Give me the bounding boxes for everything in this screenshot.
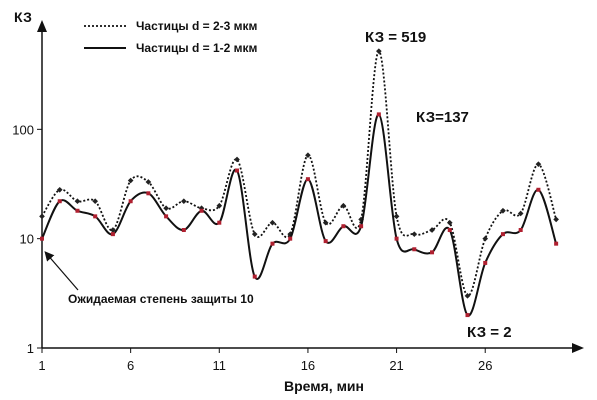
series-1-point-22	[411, 231, 418, 237]
series-line-1	[41, 50, 557, 297]
series-1-point-6	[127, 177, 134, 184]
x-tick-label-26: 26	[478, 358, 492, 373]
series-2-point-28	[518, 228, 523, 233]
series-1-point-13	[251, 231, 258, 237]
series-1-point-17	[322, 219, 329, 226]
series-2-point-2	[57, 199, 62, 204]
series-2-point-11	[217, 220, 222, 225]
x-tick-label-1: 1	[38, 358, 45, 373]
series-2-point-15	[288, 236, 293, 241]
series-2-point-13	[252, 274, 257, 279]
series-2-point-18	[341, 224, 346, 229]
series-2-point-20	[376, 112, 381, 117]
annotation-peak-137: КЗ=137	[416, 109, 469, 126]
y-tick-label-100: 100	[12, 122, 34, 137]
series-1-point-12	[234, 156, 240, 163]
series-2-point-8	[164, 214, 169, 219]
series-2-point-30	[554, 241, 559, 246]
series-1-point-18	[340, 202, 347, 209]
series-2-point-3	[75, 208, 80, 213]
series-2-point-25	[465, 313, 470, 318]
series-1-point-4	[92, 198, 99, 205]
series-2-point-22	[412, 247, 417, 252]
series-2-point-12	[235, 168, 240, 173]
series-1-point-27	[500, 207, 506, 214]
annotation-min-2: КЗ = 2	[467, 324, 512, 341]
series-1-point-26	[482, 235, 489, 242]
series-1-point-8	[163, 205, 169, 212]
series-2-point-21	[394, 236, 399, 241]
series-1-point-16	[305, 152, 311, 159]
series-layer	[39, 48, 559, 318]
series-1-point-25	[464, 293, 471, 299]
y-axis-arrow	[37, 20, 47, 32]
series-2-point-10	[199, 208, 204, 213]
series-1-point-29	[535, 161, 542, 168]
series-1-point-1	[39, 213, 45, 220]
series-2-point-24	[447, 228, 452, 233]
series-1-point-30	[553, 216, 559, 223]
series-1-point-7	[145, 179, 152, 185]
y-axis-title: КЗ	[14, 9, 32, 25]
series-2-point-5	[110, 232, 115, 237]
series-2-point-4	[93, 214, 98, 219]
x-ticks: 1 6 11 16 21 26	[38, 348, 492, 373]
legend: Частицы d = 2-3 мкм Частицы d = 1-2 мкм	[84, 19, 258, 55]
annotation-peak-519: КЗ = 519	[365, 29, 426, 46]
x-tick-label-21: 21	[389, 358, 403, 373]
series-1-point-5	[110, 227, 116, 233]
series-1-point-28	[517, 210, 524, 217]
x-axis-title: Время, мин	[284, 378, 364, 394]
series-2-point-1	[40, 236, 44, 241]
series-1-point-11	[216, 202, 223, 209]
series-1-point-23	[429, 227, 435, 233]
x-tick-label-16: 16	[301, 358, 315, 373]
series-2-point-6	[128, 199, 133, 204]
y-tick-label-10: 10	[20, 232, 34, 247]
series-2-point-19	[359, 224, 364, 229]
x-axis-arrow	[572, 343, 584, 353]
series-2-point-9	[181, 228, 186, 233]
x-tick-label-6: 6	[127, 358, 134, 373]
series-2-point-7	[146, 191, 151, 196]
series-1-point-20	[376, 48, 382, 54]
series-2-point-23	[430, 250, 435, 255]
series-2-point-17	[323, 239, 328, 244]
series-2-point-29	[536, 187, 541, 192]
series-1-point-24	[446, 219, 453, 226]
series-2-point-26	[483, 260, 488, 265]
y-tick-label-1: 1	[27, 341, 34, 356]
series-1-point-9	[181, 198, 187, 205]
series-2-point-27	[500, 232, 505, 237]
series-1-point-14	[269, 219, 276, 226]
series-2-point-16	[305, 177, 310, 182]
legend-label-series-1: Частицы d = 2-3 мкм	[136, 19, 258, 33]
series-2-point-14	[270, 241, 275, 246]
legend-label-series-2: Частицы d = 1-2 мкм	[136, 41, 258, 55]
series-1-point-21	[393, 213, 400, 220]
annotation-expected: Ожидаемая степень защиты 10	[68, 292, 254, 306]
expected-arrow	[44, 251, 79, 291]
x-tick-label-11: 11	[213, 358, 227, 373]
series-1-point-3	[74, 198, 81, 205]
y-ticks: 1 10 100	[12, 122, 42, 356]
